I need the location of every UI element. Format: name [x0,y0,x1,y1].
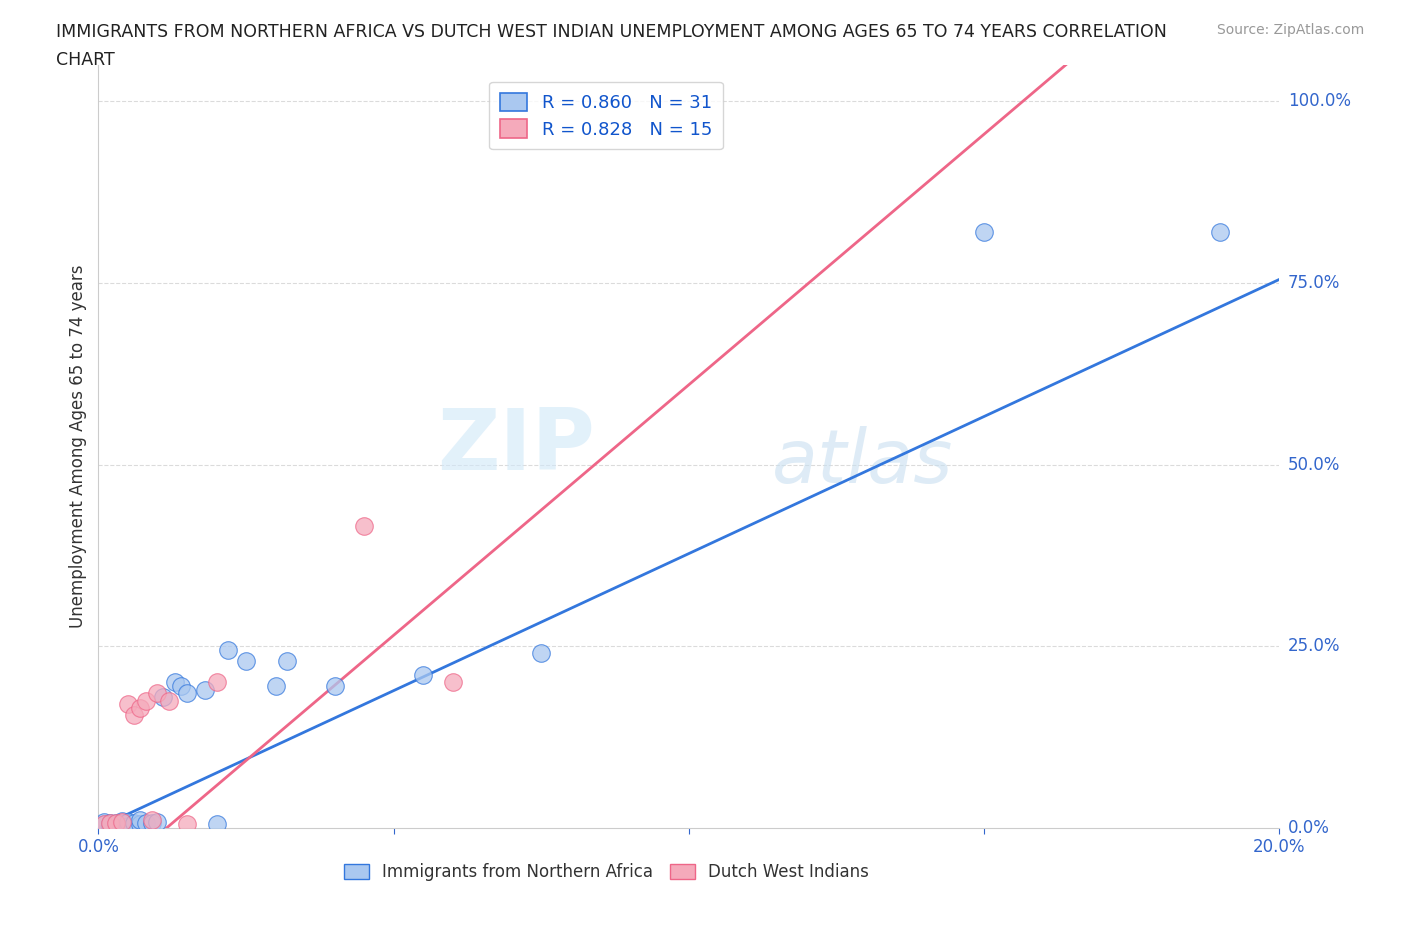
Point [93,817,115,831]
Point [412,668,434,683]
Point [146,815,169,830]
Point [165,675,187,690]
Point [117,697,139,711]
Point [128,817,150,831]
Text: ZIP: ZIP [437,405,595,488]
Point [276,653,298,668]
Point [128,813,150,828]
Point [122,816,145,830]
Point [235,653,257,668]
Text: 25.0%: 25.0% [1288,637,1340,655]
Point [205,675,228,690]
Point [135,816,157,830]
Point [176,686,198,701]
Point [98,818,121,833]
Text: 100.0%: 100.0% [1288,92,1351,111]
Point [105,816,128,830]
Text: Source: ZipAtlas.com: Source: ZipAtlas.com [1216,23,1364,37]
Point [135,693,157,708]
Point [141,816,163,830]
Point [98,816,121,830]
Point [353,519,375,534]
Point [93,817,115,831]
Point [323,679,346,694]
Point [973,225,995,240]
Text: IMMIGRANTS FROM NORTHERN AFRICA VS DUTCH WEST INDIAN UNEMPLOYMENT AMONG AGES 65 : IMMIGRANTS FROM NORTHERN AFRICA VS DUTCH… [56,23,1167,41]
Point [141,813,163,828]
Text: 50.0%: 50.0% [1288,456,1340,473]
Text: 75.0%: 75.0% [1288,274,1340,292]
Point [128,700,150,715]
Point [98,816,121,830]
Point [441,675,464,690]
Point [1209,225,1232,240]
Point [170,679,193,694]
Text: 0.0%: 0.0% [1288,818,1330,837]
Point [217,643,239,658]
Point [122,708,145,723]
Point [157,693,180,708]
Point [105,816,128,830]
Point [205,817,228,831]
Point [146,686,169,701]
Point [93,815,115,830]
Point [117,815,139,830]
Point [105,817,128,832]
Text: atlas: atlas [772,426,953,498]
Point [176,817,198,831]
Point [111,817,134,831]
Point [152,689,174,704]
Point [111,815,134,830]
Point [194,683,217,698]
Point [530,646,553,661]
Legend: Immigrants from Northern Africa, Dutch West Indians: Immigrants from Northern Africa, Dutch W… [337,857,876,888]
Point [264,679,287,694]
Point [111,814,134,829]
Text: CHART: CHART [56,51,115,69]
Y-axis label: Unemployment Among Ages 65 to 74 years: Unemployment Among Ages 65 to 74 years [69,265,87,628]
Point [117,818,139,833]
